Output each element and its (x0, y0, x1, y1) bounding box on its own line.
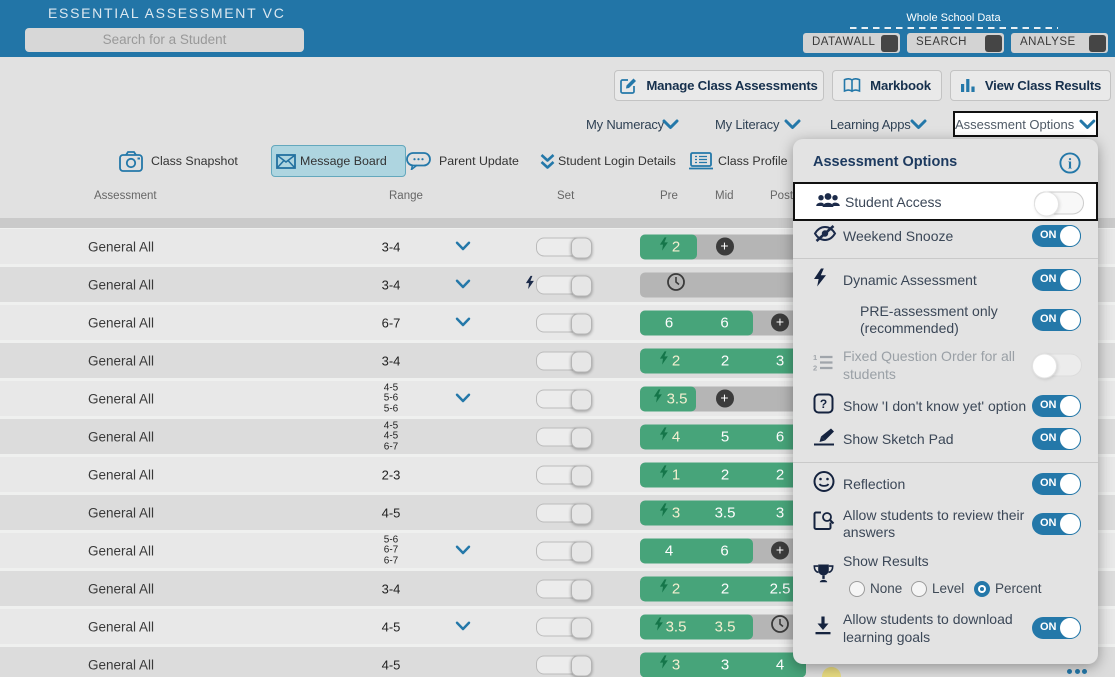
svg-text:2: 2 (813, 364, 817, 372)
svg-text:i: i (1068, 156, 1072, 172)
svg-text:1: 1 (813, 354, 817, 362)
svg-text:?: ? (820, 397, 827, 411)
